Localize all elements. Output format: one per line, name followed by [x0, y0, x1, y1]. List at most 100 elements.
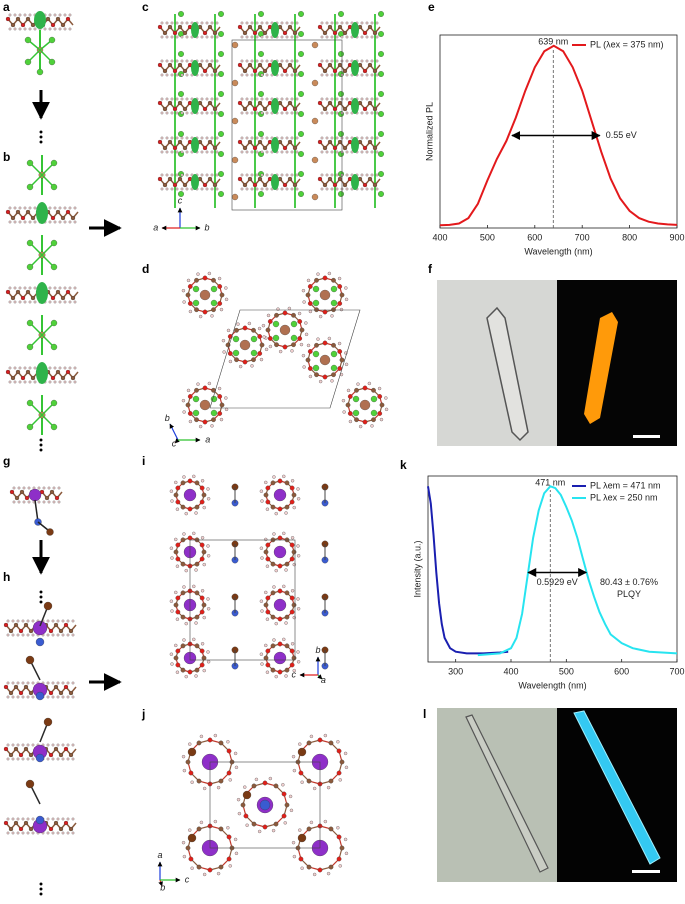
atom [173, 549, 179, 555]
atom [18, 27, 22, 31]
atom [370, 173, 374, 177]
atom [280, 21, 284, 25]
atom [18, 13, 22, 17]
atom [298, 71, 304, 77]
cu-atom [271, 98, 279, 114]
atom [48, 36, 56, 44]
atom [178, 91, 184, 97]
atom [66, 817, 70, 821]
unit-cell [209, 309, 361, 409]
x-tick-label: 400 [432, 232, 447, 242]
atom [54, 495, 60, 501]
note: 80.43 ± 0.76% [600, 577, 658, 587]
atom [378, 151, 384, 157]
atom [226, 748, 232, 754]
atom [218, 171, 224, 177]
atom [354, 387, 359, 393]
atom [289, 499, 295, 505]
axis-letter: a [157, 850, 162, 860]
atom [226, 770, 232, 776]
atom [61, 619, 65, 623]
atom [216, 785, 221, 790]
atom [367, 62, 373, 68]
atom [360, 59, 364, 63]
atom [192, 584, 196, 589]
atom [336, 740, 340, 744]
atom [13, 380, 17, 384]
atom [33, 380, 37, 384]
unit-cell [189, 539, 296, 661]
atom [200, 536, 205, 540]
atom [30, 22, 36, 28]
atom [337, 349, 343, 354]
atom [277, 506, 283, 512]
atom [251, 357, 256, 363]
atom [280, 173, 284, 177]
atom [284, 674, 288, 678]
atom [280, 136, 284, 140]
atom [58, 300, 62, 304]
atom [13, 13, 17, 17]
atom [280, 35, 284, 39]
atom [335, 187, 339, 191]
atom [181, 288, 186, 293]
x-tick-label: 500 [480, 232, 495, 242]
atom [274, 621, 278, 626]
atom [378, 51, 384, 57]
atom [262, 335, 266, 339]
atom [58, 27, 62, 31]
atom [177, 176, 183, 182]
atom [39, 438, 43, 442]
atom [61, 695, 65, 699]
atom [336, 856, 342, 862]
atom [266, 313, 271, 318]
atom [330, 364, 338, 372]
atom [320, 150, 324, 154]
atom [30, 215, 36, 221]
atom [202, 68, 208, 74]
atom [314, 277, 319, 283]
atom [270, 643, 276, 649]
atom [306, 343, 311, 348]
atom [327, 24, 333, 30]
atom [262, 30, 268, 36]
atom [272, 334, 280, 342]
atom [18, 826, 24, 832]
atom [292, 854, 297, 859]
atom [51, 743, 55, 747]
atom [212, 182, 218, 188]
atom [265, 670, 270, 674]
atom [258, 71, 264, 77]
atom [274, 312, 279, 318]
atom [56, 743, 60, 747]
atom [312, 299, 320, 307]
atom [277, 478, 283, 484]
atom [18, 628, 24, 634]
atom [325, 136, 329, 140]
atom [257, 326, 262, 331]
atom [39, 443, 43, 447]
atom [213, 733, 218, 738]
atom [175, 564, 180, 568]
atom [263, 602, 269, 608]
atom [298, 31, 304, 37]
atom [285, 21, 289, 25]
atom [365, 97, 369, 101]
atom [257, 100, 263, 106]
atom [342, 106, 348, 112]
atom [239, 339, 251, 351]
atom [205, 111, 209, 115]
atom [312, 285, 320, 293]
atom [187, 833, 197, 843]
atom [13, 684, 19, 690]
atom [28, 206, 32, 210]
atom [49, 489, 55, 495]
atom [23, 13, 27, 17]
atom [306, 826, 312, 832]
atom [240, 21, 244, 25]
atom [237, 176, 243, 182]
axis-letter: c [178, 195, 183, 205]
atom [258, 111, 264, 117]
atom [228, 778, 232, 782]
atom [53, 300, 57, 304]
